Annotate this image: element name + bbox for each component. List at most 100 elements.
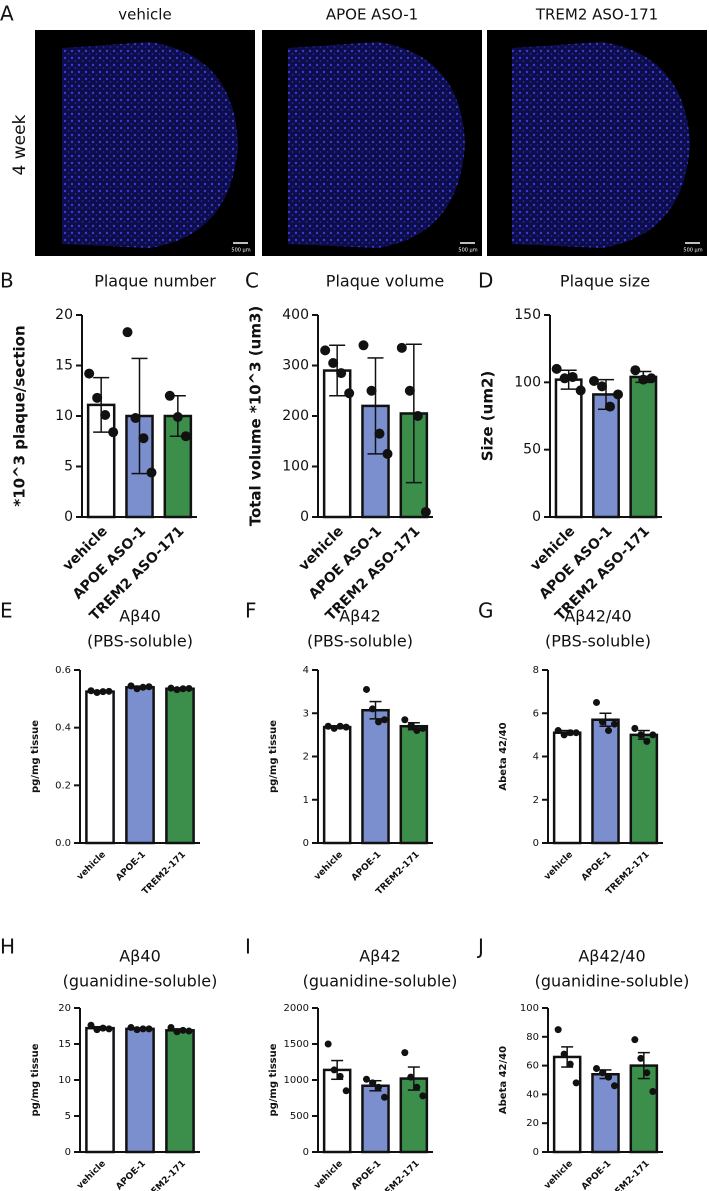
data-point	[344, 388, 355, 399]
x-tick-label: vehicle	[313, 1159, 346, 1191]
data-point	[597, 381, 607, 392]
scale-bar-label: 500 µm	[231, 248, 250, 254]
y-tick-label: 5	[65, 1111, 71, 1122]
bar	[592, 393, 620, 519]
row-label: 4 week	[10, 114, 30, 175]
x-tick-label: vehicle	[75, 850, 108, 883]
data-point	[342, 1087, 350, 1095]
data-point	[179, 1026, 187, 1034]
data-point	[381, 716, 388, 724]
data-point	[404, 385, 415, 396]
data-point	[396, 342, 407, 353]
bar	[322, 725, 352, 845]
y-tick-label: 150	[514, 307, 541, 323]
data-point	[369, 705, 376, 713]
x-tick-label: APOE-1	[114, 850, 147, 883]
data-point	[358, 340, 369, 351]
data-point	[613, 389, 623, 400]
data-point	[179, 685, 187, 693]
bar	[552, 731, 582, 845]
y-tick-label: 1	[303, 795, 309, 806]
data-point	[133, 685, 141, 693]
data-point	[133, 1026, 141, 1034]
data-point	[407, 1073, 415, 1081]
data-point	[99, 1024, 107, 1032]
bar	[591, 718, 620, 845]
bar	[629, 733, 659, 845]
data-point	[413, 727, 421, 735]
x-tick-label: APOE-1	[580, 1159, 613, 1191]
bar	[552, 1055, 582, 1154]
data-point	[605, 1073, 612, 1081]
y-tick-label: 80	[526, 1032, 539, 1043]
bar	[165, 1029, 195, 1154]
data-point	[567, 371, 578, 382]
data-point	[589, 375, 599, 386]
data-point	[599, 718, 606, 726]
data-point	[375, 1083, 382, 1091]
data-point	[638, 374, 649, 385]
data-point	[420, 506, 431, 517]
data-point	[646, 373, 657, 384]
data-point	[363, 1075, 370, 1083]
data-point	[593, 698, 600, 706]
data-point	[145, 1025, 153, 1033]
y-tick-label: 0.4	[55, 723, 71, 734]
data-point	[336, 368, 347, 379]
data-point	[330, 1066, 338, 1074]
data-point	[605, 401, 615, 412]
data-point	[164, 390, 175, 401]
y-tick-label: 2	[303, 752, 309, 763]
y-tick-label: 0.2	[55, 780, 71, 791]
y-axis-label: pg/mg tissue	[268, 720, 279, 793]
y-tick-label: 300	[282, 358, 309, 374]
data-point	[413, 1083, 421, 1091]
x-tick-label: TREM2-171	[604, 1159, 651, 1191]
y-axis-label: pg/mg tissue	[268, 1043, 279, 1116]
data-point	[631, 724, 639, 732]
bar	[85, 690, 115, 845]
y-tick-label: 0	[64, 509, 73, 525]
data-point	[401, 1049, 409, 1057]
chart-subtitle: (PBS-soluble)	[545, 632, 651, 651]
chart-title: Aβ42	[339, 607, 381, 626]
bar	[554, 378, 583, 519]
data-point	[127, 682, 135, 690]
panel-letter: G	[478, 599, 494, 623]
x-tick-label: TREM2-171	[141, 1159, 188, 1191]
data-point	[560, 731, 568, 739]
data-point	[649, 731, 657, 739]
y-tick-label: 20	[55, 307, 73, 323]
y-tick-label: 400	[282, 307, 309, 323]
y-axis-label: Total volume *10^3 (um3)	[247, 306, 265, 527]
bar	[399, 724, 429, 845]
y-tick-label: 50	[523, 442, 541, 458]
y-tick-label: 40	[526, 1089, 539, 1100]
data-point	[630, 365, 641, 376]
data-point	[127, 1023, 135, 1031]
data-point	[93, 1026, 101, 1034]
y-axis-label: *10^3 plaque/section	[11, 325, 29, 506]
panel-letter: F	[245, 599, 257, 623]
data-point	[328, 357, 339, 368]
data-point	[643, 1069, 651, 1077]
data-point	[407, 722, 415, 730]
bar	[629, 375, 658, 519]
chart-title: Aβ42/40	[564, 607, 631, 626]
data-point	[167, 1023, 175, 1031]
data-point	[611, 720, 618, 728]
x-tick-label: vehicle	[75, 1159, 108, 1191]
data-point	[342, 723, 350, 731]
data-point	[554, 1026, 562, 1034]
y-axis-label: Size (um2)	[479, 371, 497, 462]
column-label: TREM2 ASO-171	[535, 6, 658, 24]
chart-subtitle: (guanidine-soluble)	[63, 972, 218, 991]
brain-section	[62, 42, 238, 248]
data-point	[139, 1025, 147, 1033]
scale-bar-label: 500 µm	[683, 248, 702, 254]
data-point	[611, 1082, 618, 1090]
panel-letter: C	[245, 269, 259, 293]
data-point	[330, 724, 338, 732]
chart-subtitle: (guanidine-soluble)	[535, 972, 690, 991]
y-tick-label: 100	[520, 1003, 539, 1014]
